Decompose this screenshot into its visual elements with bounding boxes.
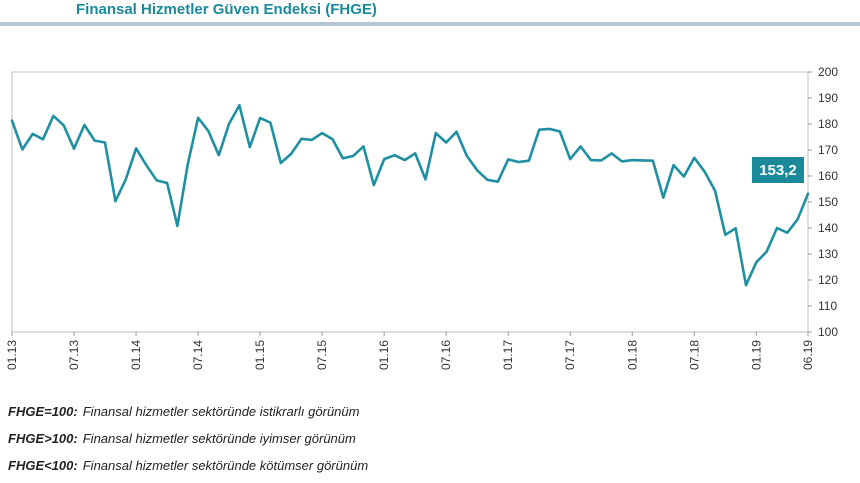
x-tick-label: 01.17: [501, 340, 515, 370]
note-key: FHGE=100:: [8, 404, 78, 419]
last-value-box: [752, 157, 804, 183]
y-tick-label: 100: [818, 325, 838, 339]
x-tick-label: 07.18: [687, 340, 701, 370]
last-value-label: 153,2: [759, 162, 797, 179]
y-tick-label: 180: [818, 117, 838, 131]
legend-notes: FHGE=100: Finansal hizmetler sektöründe i…: [8, 402, 368, 483]
x-tick-label: 01.18: [625, 340, 639, 370]
note-neutral: FHGE=100: Finansal hizmetler sektöründe i…: [8, 402, 368, 429]
note-text: Finansal hizmetler sektöründe kötümser g…: [82, 458, 369, 473]
y-tick-label: 200: [818, 65, 838, 79]
title-divider: [0, 22, 860, 26]
note-optimistic: FHGE>100: Finansal hizmetler sektöründe i…: [8, 429, 368, 456]
y-tick-label: 150: [818, 195, 838, 209]
note-text: Finansal hizmetler sektöründe iyimser gö…: [82, 431, 356, 446]
x-tick-label: 07.14: [191, 340, 205, 370]
y-tick-label: 190: [818, 91, 838, 105]
plot-area-border: [11, 71, 809, 333]
x-tick-label: 07.15: [315, 340, 329, 370]
x-tick-label: 01.13: [5, 340, 19, 370]
y-tick-label: 120: [818, 273, 838, 287]
x-tick-label: 01.15: [253, 340, 267, 370]
y-tick-label: 160: [818, 169, 838, 183]
note-text: Finansal hizmetler sektöründe istikrarlı…: [82, 404, 360, 419]
note-key: FHGE<100:: [8, 458, 78, 473]
y-tick-label: 110: [818, 299, 837, 313]
line-chart: 100 110 120 130 140 150 160 170 180 190 200 01.13 07…: [5, 65, 838, 370]
x-tick-label: 01.14: [129, 340, 143, 370]
y-tick-label: 130: [818, 247, 838, 261]
note-pessimistic: FHGE<100: Finansal hizmetler sektöründe k…: [8, 456, 368, 483]
note-key: FHGE>100:: [8, 431, 78, 446]
x-tick-label: 07.13: [67, 340, 81, 370]
x-tick-label: 07.17: [563, 340, 577, 370]
x-tick-label: 01.16: [377, 340, 391, 370]
series-line: [10, 104, 810, 287]
y-tick-label: 170: [818, 143, 838, 157]
chart-title: Finansal Hizmetler Güven Endeksi (FHGE): [76, 1, 377, 18]
y-tick-label: 140: [818, 221, 838, 235]
x-tick-label: 01.19: [749, 340, 763, 370]
x-tick-label: 07.16: [439, 340, 453, 370]
x-tick-label: 06.19: [801, 340, 815, 370]
